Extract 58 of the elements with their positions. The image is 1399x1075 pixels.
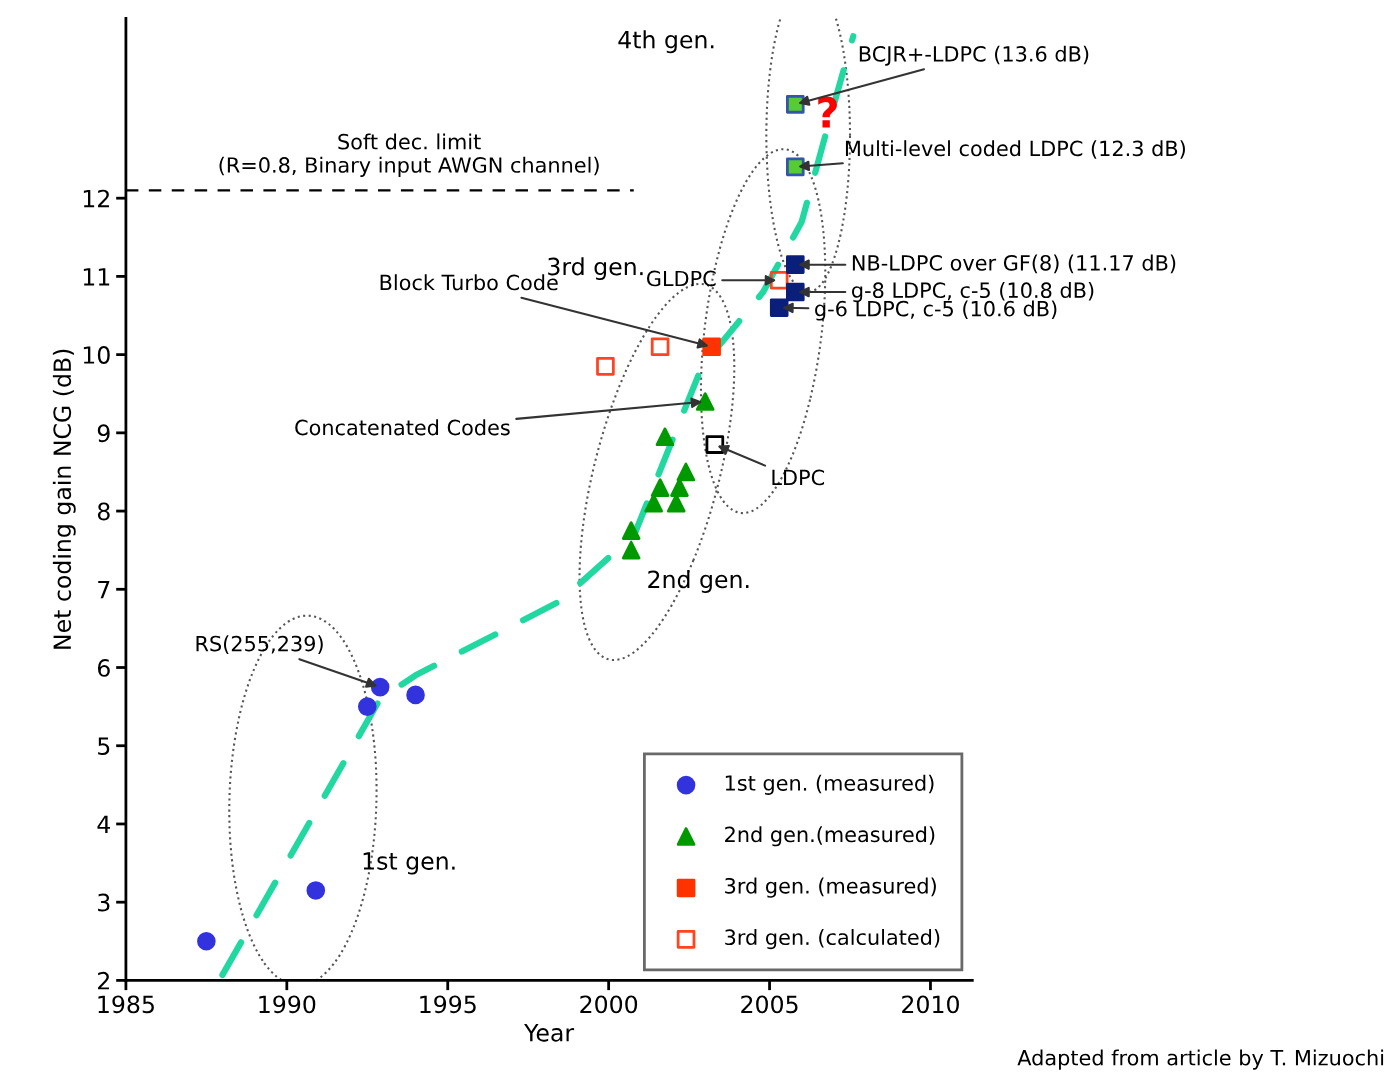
point <box>370 677 390 697</box>
x-tick-label: 1990 <box>259 995 316 1014</box>
y-tick-label: 6 <box>97 658 110 677</box>
legend-label: 2nd gen.(measured) <box>725 826 935 847</box>
point <box>406 685 425 705</box>
y-tick-label: 4 <box>97 815 110 833</box>
y-tick-label: 2 <box>98 971 109 990</box>
point <box>785 157 805 177</box>
point <box>769 298 789 317</box>
point <box>785 95 805 114</box>
annotation: BCJR+-LDPC (13.6 dB) <box>859 45 1089 66</box>
point <box>785 282 805 302</box>
annotation: 4th gen. <box>618 30 714 54</box>
annotation: Multi-level coded LDPC (12.3 dB) <box>845 140 1185 159</box>
y-axis-title: Net coding gain NCG (dB) <box>52 349 76 649</box>
y-tick-label: 5 <box>98 737 110 756</box>
annotation: 1st gen. <box>363 852 455 875</box>
x-axis-title: Year <box>524 1024 575 1042</box>
point <box>670 478 689 497</box>
point <box>357 697 377 716</box>
legend-label: 1st gen. (measured) <box>725 774 934 795</box>
annotation: RS(255,239) <box>196 635 323 654</box>
x-tick-label: 2010 <box>902 995 959 1014</box>
annotation: Soft dec. limit (R=0.8, Binary input AWGN channel) <box>219 133 599 177</box>
y-tick-label: 12 <box>83 189 109 208</box>
y-tick-label: 7 <box>98 581 110 599</box>
y-tick-label: 8 <box>97 502 110 521</box>
y-tick-label: 11 <box>83 268 110 286</box>
y-tick-label: 3 <box>98 893 110 912</box>
point <box>621 540 641 560</box>
point <box>785 255 805 274</box>
legend-label: 3rd gen. (measured) <box>725 877 936 898</box>
point <box>702 337 721 357</box>
point <box>650 478 670 497</box>
y-tick-label: 9 <box>97 424 110 443</box>
x-tick-label: 1995 <box>420 995 476 1014</box>
legend-label: 3rd gen. (calculated) <box>725 928 940 950</box>
point <box>695 392 715 411</box>
x-tick-label: 2000 <box>580 995 638 1014</box>
annotation: 2nd gen. <box>648 570 749 593</box>
point <box>306 881 326 900</box>
point <box>197 931 216 951</box>
point <box>705 435 725 454</box>
x-tick-label: 1985 <box>98 995 154 1014</box>
point <box>596 357 615 376</box>
annotation: NB-LDPC over GF(8) (11.17 dB) <box>852 254 1176 274</box>
annotation: Concatenated Codes <box>295 419 510 436</box>
annotation: ? <box>818 96 837 128</box>
annotation: LDPC <box>772 469 825 486</box>
annotation: GLDPC <box>646 270 716 287</box>
point <box>621 521 641 540</box>
point <box>676 462 696 482</box>
point <box>655 427 675 447</box>
y-tick-label: 10 <box>83 346 110 364</box>
x-tick-label: 2005 <box>741 995 798 1014</box>
point <box>769 271 789 290</box>
text: Adapted from article by T. Mizuochi <box>1017 1049 1384 1070</box>
point <box>650 337 670 357</box>
